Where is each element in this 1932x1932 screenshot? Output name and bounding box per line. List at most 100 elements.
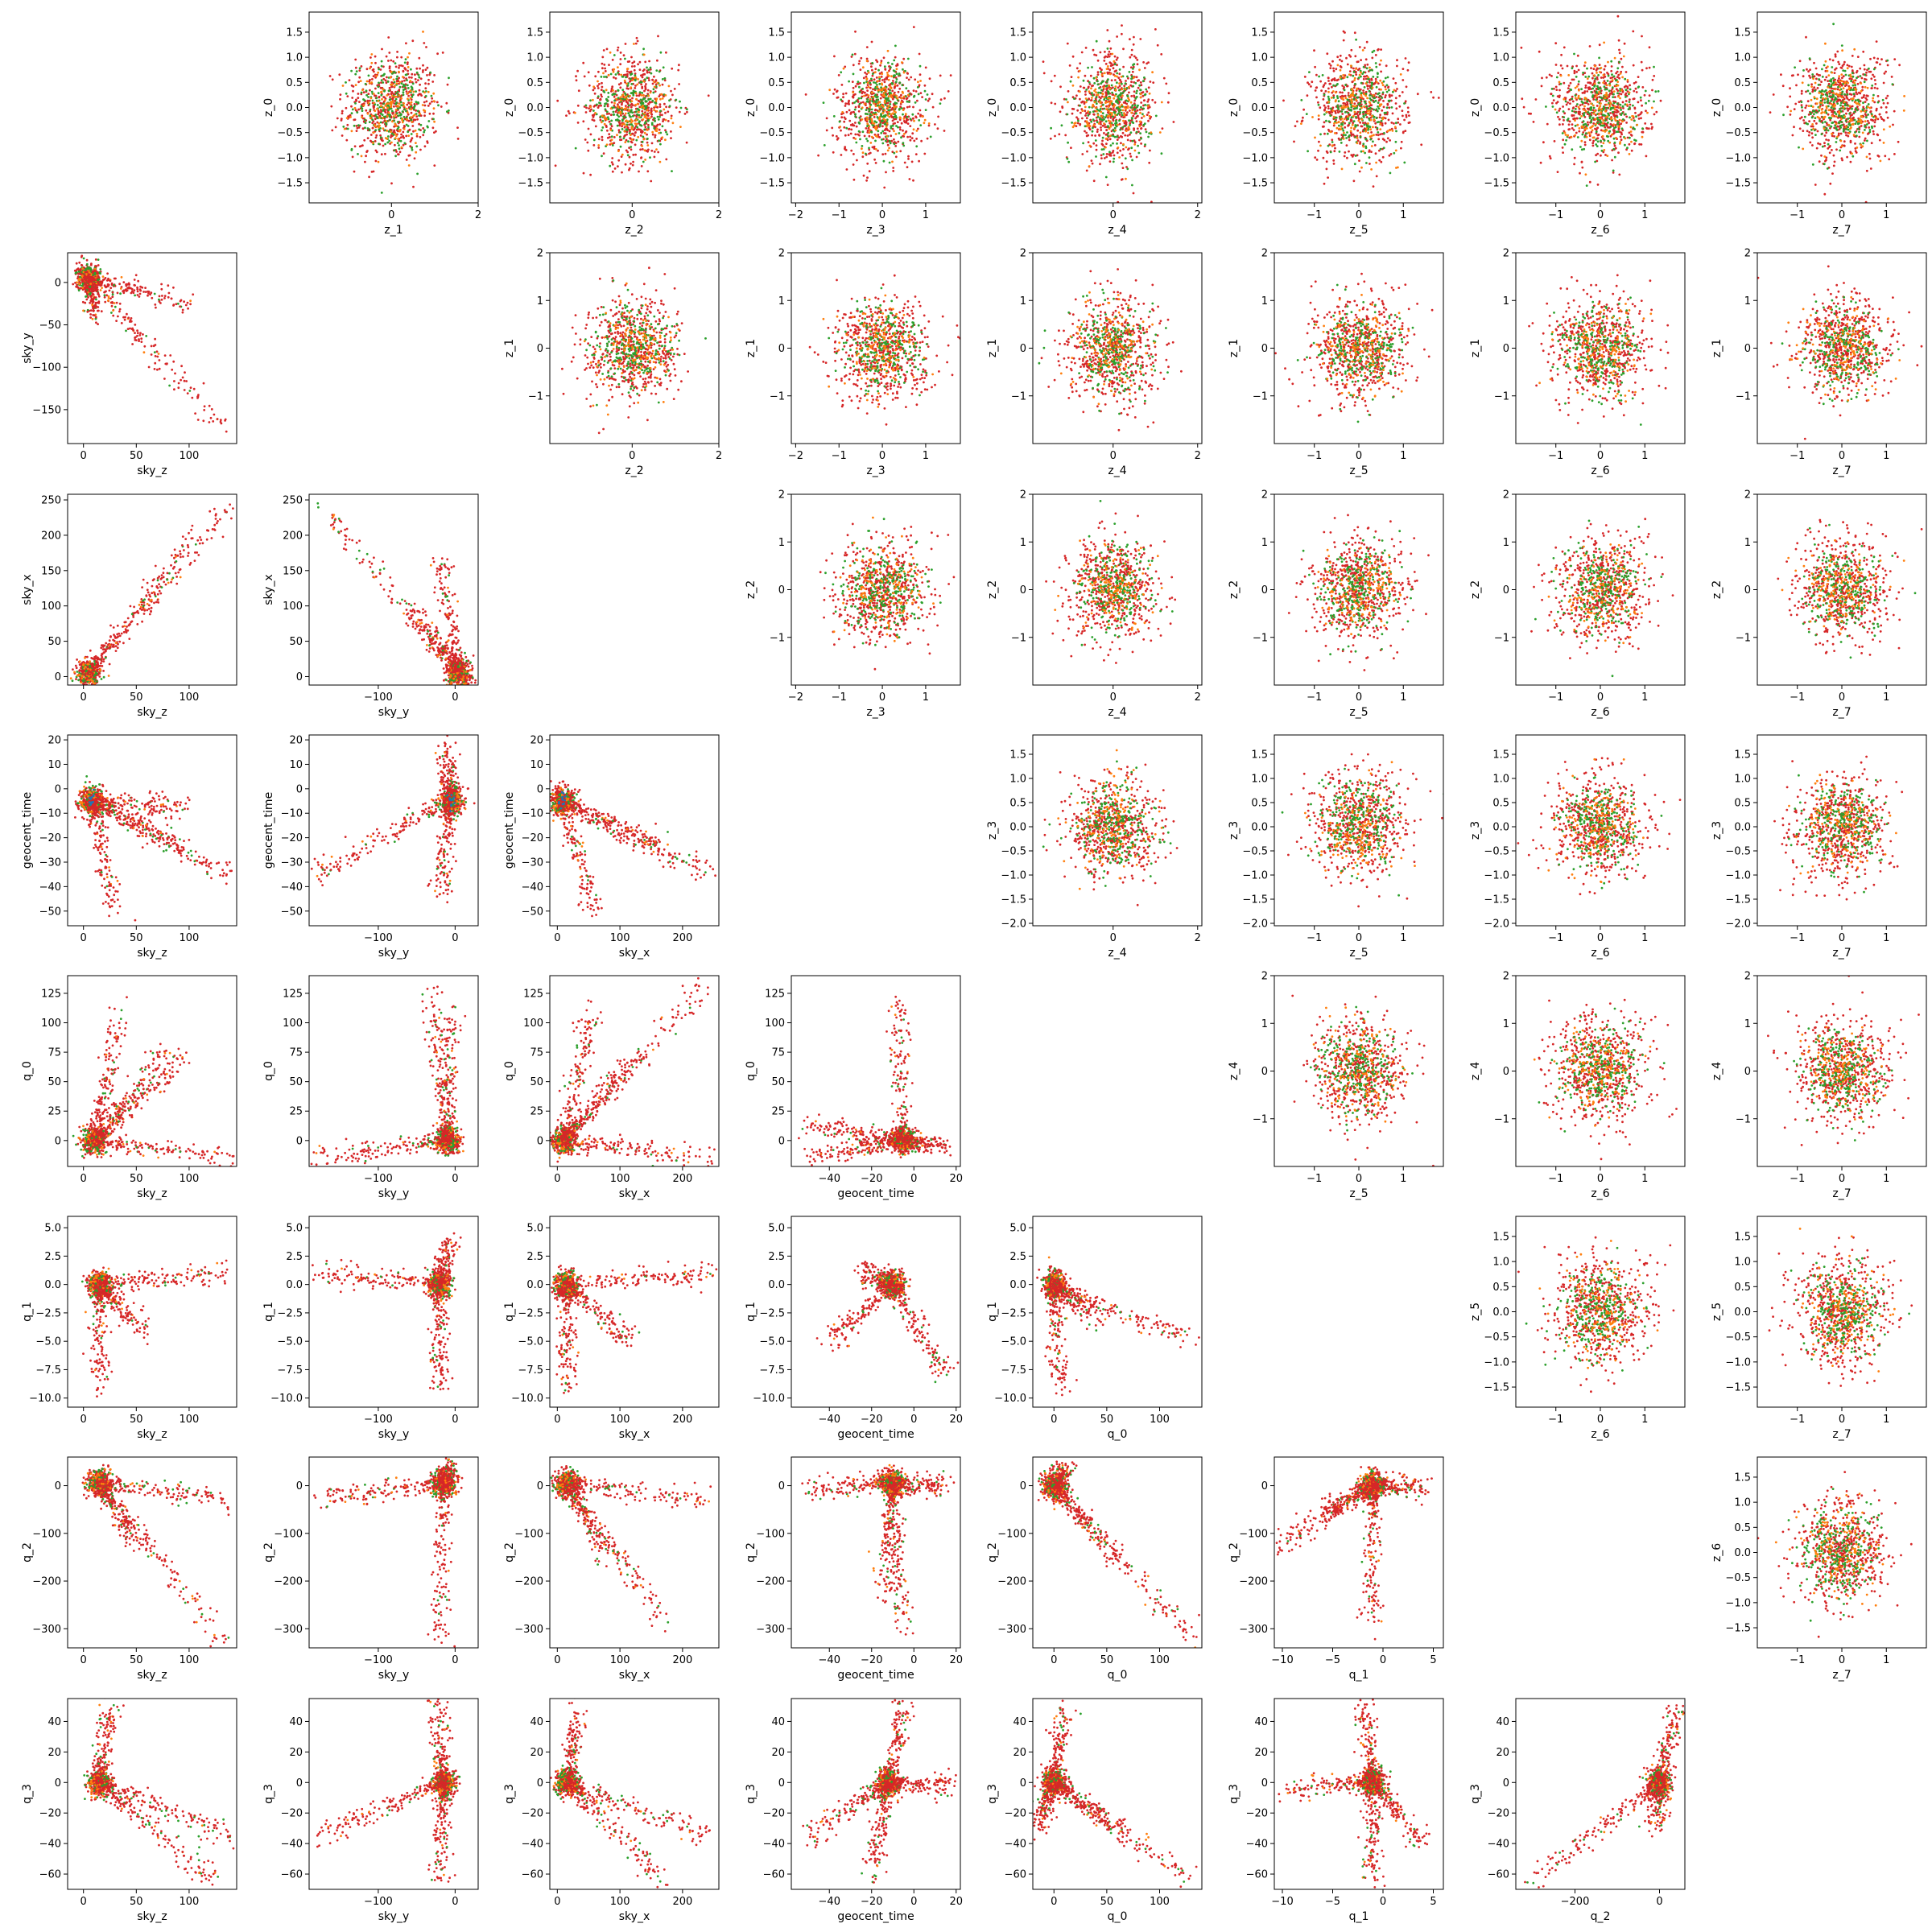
scatter-point xyxy=(1365,105,1368,108)
scatter-point xyxy=(1085,169,1088,172)
scatter-point xyxy=(1084,90,1087,93)
scatter-point xyxy=(1340,167,1344,171)
scatter-point xyxy=(668,99,671,102)
scatter-point xyxy=(609,72,613,76)
scatter-point xyxy=(613,68,616,71)
scatter-point xyxy=(1373,97,1377,99)
scatter-point xyxy=(634,85,637,87)
scatter-point xyxy=(1130,111,1133,114)
scatter-point xyxy=(1558,109,1561,112)
scatter-point xyxy=(427,90,430,93)
scatter-point xyxy=(877,133,880,136)
scatter-point xyxy=(1592,68,1596,70)
scatter-point xyxy=(396,130,399,133)
scatter-point xyxy=(630,77,632,80)
scatter-point xyxy=(400,82,403,85)
scatter-point xyxy=(365,68,369,71)
scatter-point xyxy=(390,91,394,93)
scatter-point xyxy=(1344,31,1346,34)
scatter-point xyxy=(372,105,375,108)
scatter-point xyxy=(1132,85,1134,88)
scatter-point xyxy=(896,84,899,87)
scatter-point xyxy=(1364,151,1366,155)
scatter-point xyxy=(840,154,843,156)
scatter-point xyxy=(378,68,381,71)
scatter-point xyxy=(1368,105,1371,108)
y-tick-label: −1.5 xyxy=(518,178,543,190)
scatter-point xyxy=(1107,97,1109,100)
scatter-point xyxy=(427,105,430,107)
scatter-point xyxy=(390,101,392,104)
scatter-point xyxy=(610,135,613,138)
scatter-point xyxy=(1557,115,1559,118)
scatter-point xyxy=(857,97,861,100)
scatter-point xyxy=(345,106,348,109)
scatter-point xyxy=(1109,154,1113,157)
scatter-point xyxy=(1381,81,1384,85)
scatter-point xyxy=(906,105,909,109)
scatter-point xyxy=(1142,61,1145,64)
scatter-point xyxy=(1394,149,1397,152)
scatter-point xyxy=(418,76,421,79)
scatter-point xyxy=(884,87,887,90)
scatter-point xyxy=(608,120,611,123)
scatter-point xyxy=(1377,105,1379,108)
scatter-point xyxy=(611,85,614,89)
scatter-point xyxy=(880,113,882,116)
scatter-point xyxy=(1133,35,1135,39)
scatter-point xyxy=(618,135,621,138)
scatter-point xyxy=(869,105,872,109)
scatter-point xyxy=(1117,109,1121,113)
scatter-point xyxy=(868,101,871,105)
scatter-point xyxy=(1079,90,1081,93)
scatter-point xyxy=(1344,74,1347,77)
scatter-point xyxy=(1408,114,1410,118)
scatter-point xyxy=(887,61,890,64)
scatter-point xyxy=(365,109,368,112)
scatter-point xyxy=(894,122,896,125)
scatter-point xyxy=(872,114,874,116)
scatter-point xyxy=(1327,87,1330,90)
scatter-point xyxy=(675,98,678,101)
scatter-point xyxy=(404,68,407,71)
scatter-point xyxy=(353,145,357,148)
scatter-point xyxy=(652,88,655,91)
scatter-point xyxy=(907,158,910,160)
scatter-point xyxy=(635,94,638,97)
scatter-point xyxy=(1394,122,1397,125)
scatter-point xyxy=(894,70,896,72)
scatter-point xyxy=(861,106,864,109)
scatter-point xyxy=(642,160,645,163)
scatter-point xyxy=(891,97,894,101)
scatter-point xyxy=(1102,80,1104,83)
y-tick-label: −1.5 xyxy=(759,178,785,190)
scatter-point xyxy=(1131,117,1133,120)
scatter-point xyxy=(867,85,870,89)
scatter-point xyxy=(1100,68,1103,71)
scatter-point xyxy=(1566,91,1569,94)
scatter-point xyxy=(1091,134,1093,137)
scatter-point xyxy=(823,144,826,147)
scatter-point xyxy=(840,116,844,119)
scatter-point xyxy=(1557,72,1560,74)
scatter-point xyxy=(1084,130,1086,133)
scatter-point xyxy=(1387,118,1390,122)
scatter-point xyxy=(1139,38,1142,40)
scatter-point xyxy=(866,118,869,122)
scatter-point xyxy=(911,132,914,135)
scatter-point xyxy=(1567,85,1571,87)
scatter-point xyxy=(384,79,387,82)
scatter-point xyxy=(1645,155,1648,158)
scatter-point xyxy=(893,115,896,118)
x-tick-label: 2 xyxy=(1195,209,1201,221)
scatter-point xyxy=(617,150,620,153)
scatter-point xyxy=(1613,96,1616,98)
scatter-point xyxy=(1151,98,1154,101)
scatter-point xyxy=(1584,86,1587,89)
scatter-point xyxy=(1100,115,1104,118)
scatter-point xyxy=(1632,64,1635,67)
scatter-point xyxy=(1119,149,1122,152)
y-tick-label: −1.5 xyxy=(1001,178,1026,190)
scatter-point xyxy=(384,129,386,132)
scatter-point xyxy=(603,115,606,118)
